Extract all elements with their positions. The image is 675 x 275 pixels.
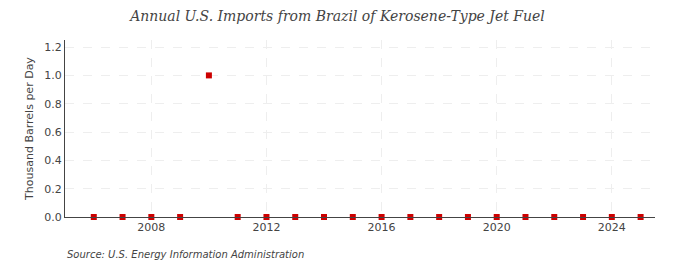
svg-text:Thousand Barrels per Day: Thousand Barrels per Day xyxy=(23,57,36,201)
svg-text:0.8: 0.8 xyxy=(44,98,62,111)
svg-text:2008: 2008 xyxy=(137,221,165,234)
svg-text:2024: 2024 xyxy=(598,221,626,234)
svg-text:1.2: 1.2 xyxy=(44,41,62,54)
svg-text:2012: 2012 xyxy=(252,221,280,234)
svg-text:Annual U.S. Imports from Brazi: Annual U.S. Imports from Brazil of Keros… xyxy=(128,8,545,24)
svg-text:2016: 2016 xyxy=(368,221,396,234)
svg-text:0.2: 0.2 xyxy=(44,183,62,196)
svg-text:1.0: 1.0 xyxy=(44,69,62,82)
svg-text:2020: 2020 xyxy=(483,221,511,234)
svg-text:0.6: 0.6 xyxy=(44,126,62,139)
svg-text:0.0: 0.0 xyxy=(44,211,62,224)
svg-text:Source: U.S. Energy Informatio: Source: U.S. Energy Information Administ… xyxy=(67,249,304,260)
svg-text:0.4: 0.4 xyxy=(44,154,62,167)
